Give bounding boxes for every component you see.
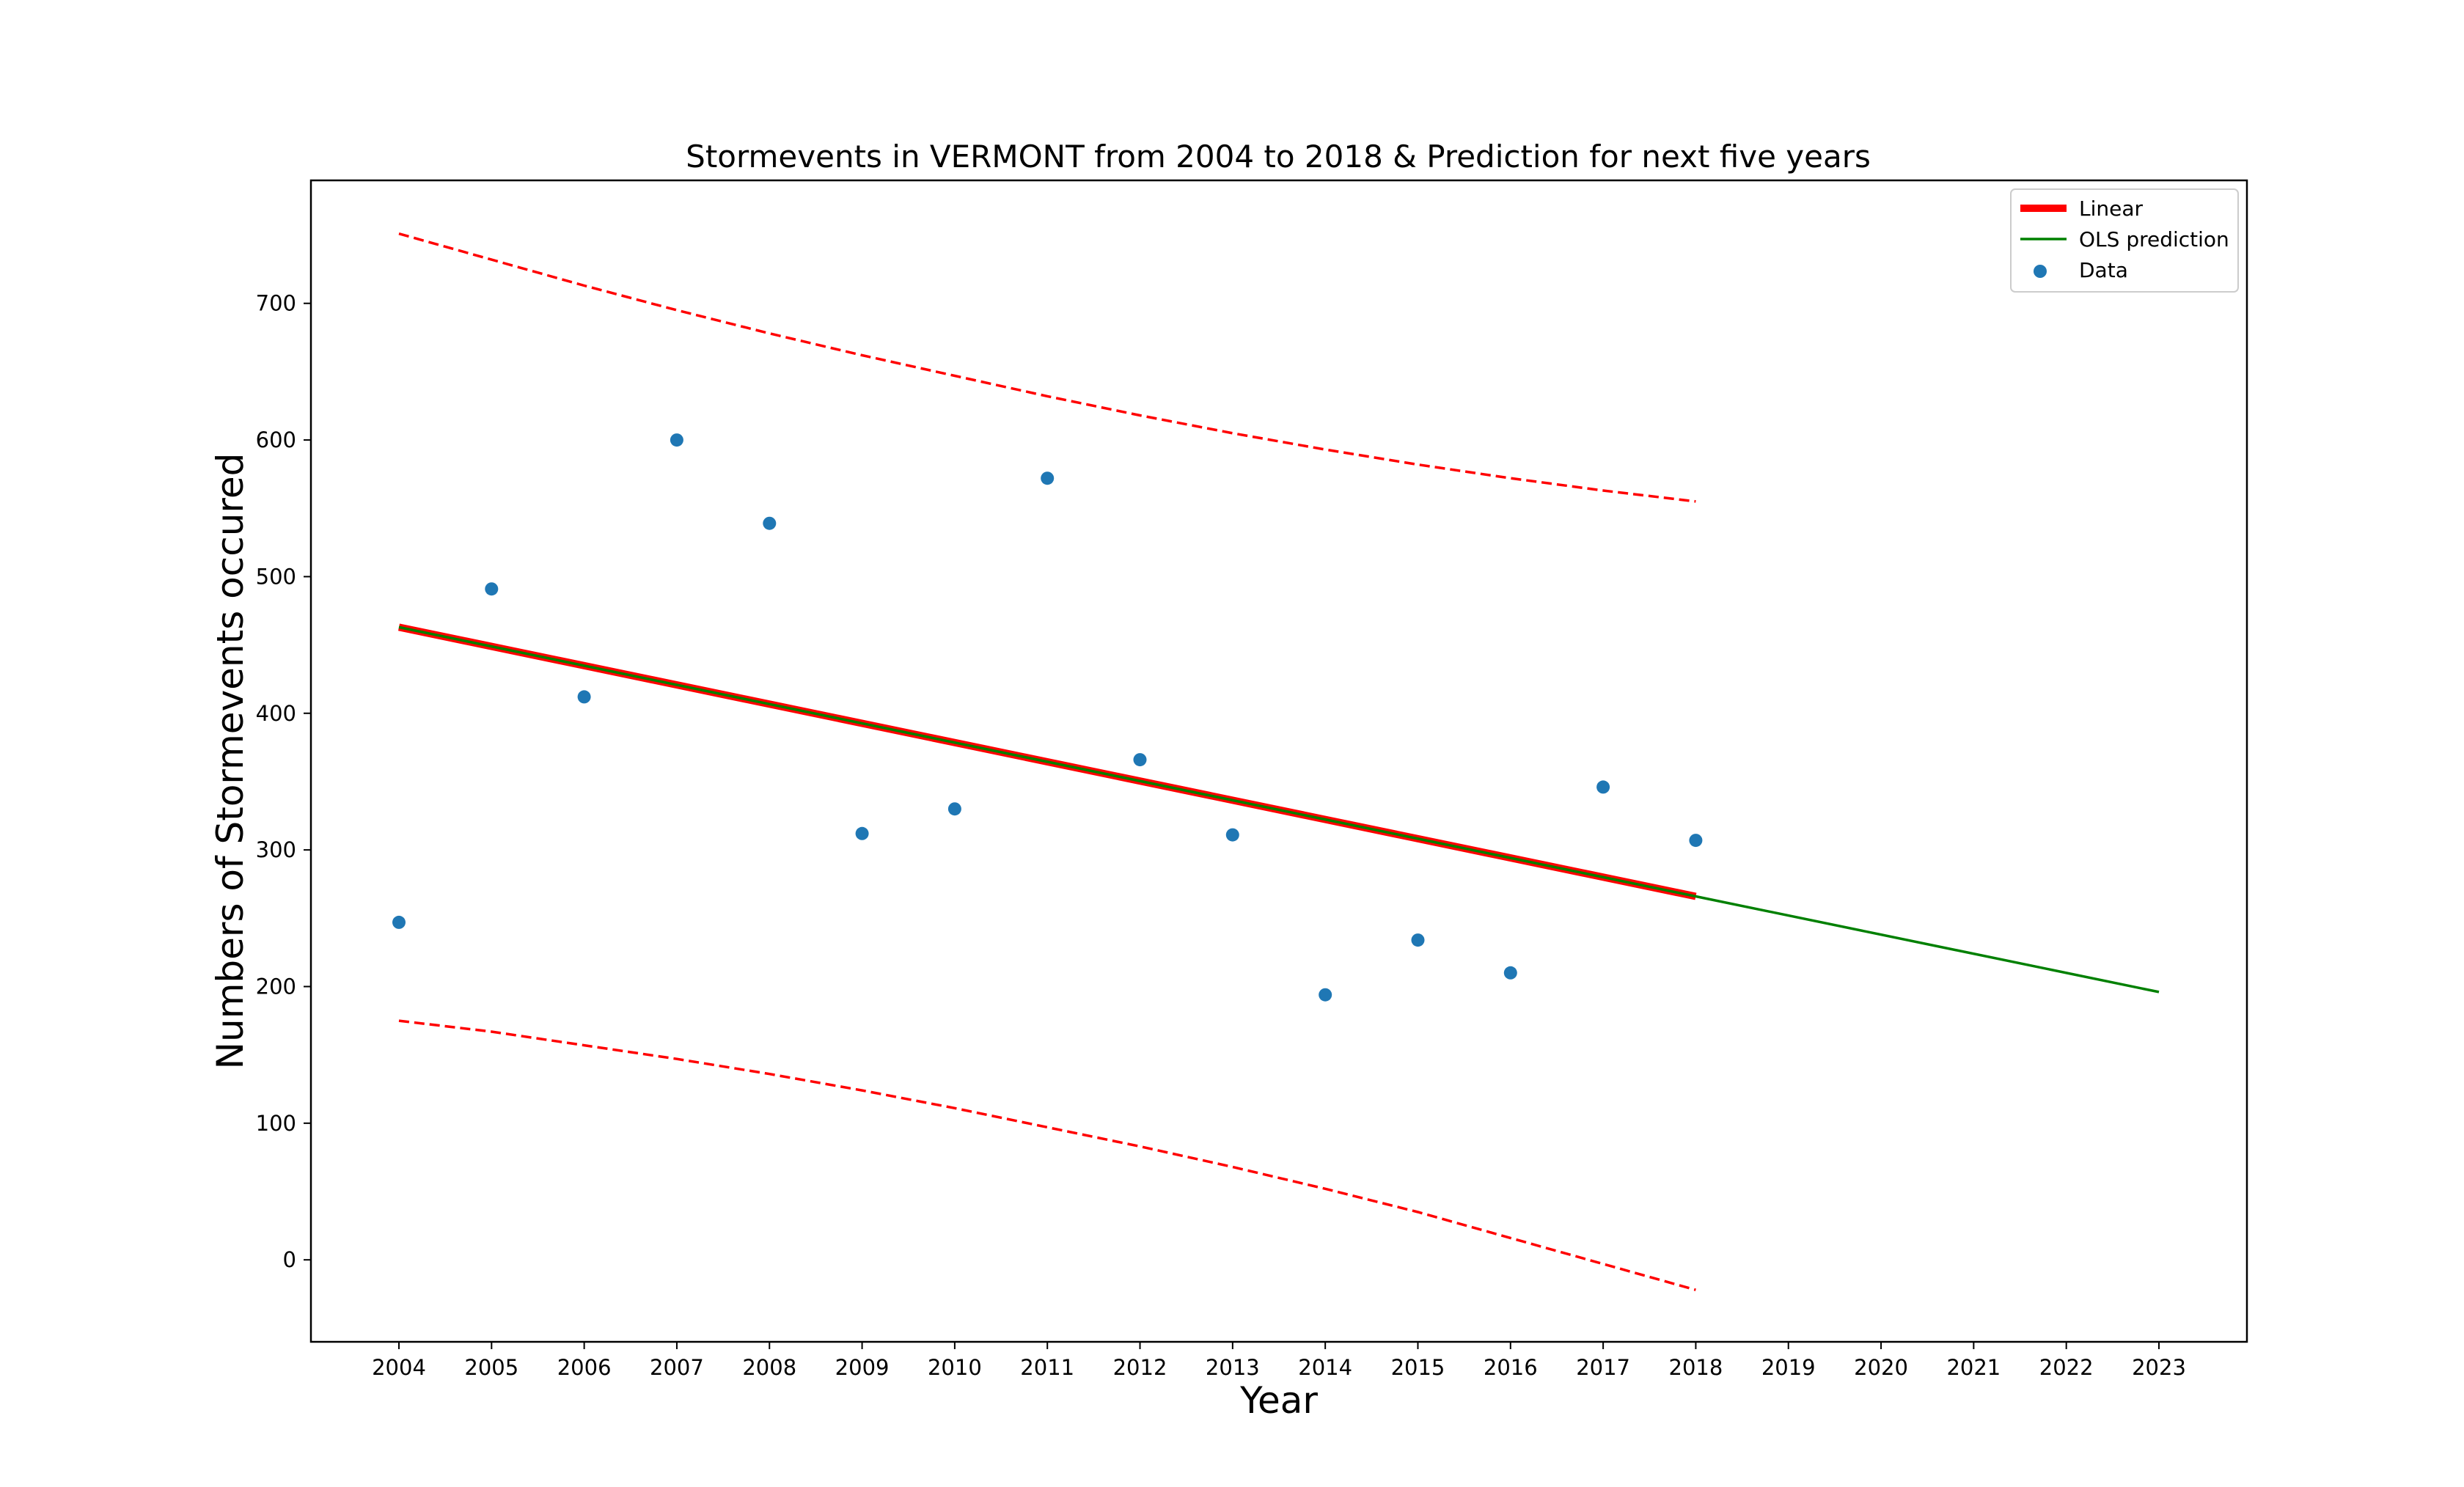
data-point-2017 [1596,780,1610,794]
data-point-2016 [1503,966,1517,980]
data-point-2004 [392,915,406,929]
x-tick-label: 2022 [2039,1355,2094,1380]
x-tick-label: 2010 [928,1355,982,1380]
y-axis-label: Numbers of Stormevents occured [209,453,252,1070]
data-point-2006 [577,690,591,704]
y-tick-label: 600 [256,427,296,452]
x-tick-label: 2019 [1761,1355,1816,1380]
lower-confidence-line [398,1019,1696,1291]
x-tick-label: 2023 [2132,1355,2186,1380]
x-tick-label: 2014 [1298,1355,1352,1380]
axes-frame [309,179,2248,1343]
x-tick-label: 2011 [1020,1355,1074,1380]
data-point-2007 [670,433,683,447]
y-axis: 0 100 200 300 400 500 600 700 [256,291,311,1272]
y-tick-label: 300 [256,837,296,862]
x-tick-label: 2015 [1391,1355,1445,1380]
x-tick-label: 2008 [742,1355,796,1380]
upper-confidence-line [398,232,1696,503]
x-tick-label: 2012 [1113,1355,1167,1380]
y-tick-label: 0 [283,1247,296,1272]
legend: Linear OLS prediction Data [2010,188,2239,293]
y-tick-label: 700 [256,291,296,316]
x-tick-label: 2006 [557,1355,612,1380]
data-point-2018 [1689,834,1703,848]
x-tick-label: 2009 [835,1355,890,1380]
x-tick-label: 2017 [1576,1355,1630,1380]
x-tick-label: 2004 [372,1355,426,1380]
legend-data-label: Data [2079,258,2128,282]
legend-data-swatch [2034,265,2047,278]
data-point-2008 [763,516,777,530]
x-tick-label: 2013 [1206,1355,1260,1380]
ols-prediction-line [398,625,2160,994]
x-axis: 2004 2005 2006 2007 2008 2009 2010 2011 2012 2013… [372,1342,2186,1380]
y-tick-label: 100 [256,1111,296,1136]
x-tick-label: 2007 [650,1355,704,1380]
x-tick-label: 2020 [1854,1355,1908,1380]
x-tick-label: 2018 [1669,1355,1723,1380]
legend-linear-label: Linear [2079,197,2144,221]
x-tick-label: 2005 [464,1355,518,1380]
x-tick-label: 2016 [1484,1355,1538,1380]
chart-title: Stormevents in VERMONT from 2004 to 2018… [686,139,1871,175]
legend-frame [2010,188,2239,293]
data-point-2013 [1225,828,1239,842]
plot-area [392,232,2160,1291]
data-point-2012 [1133,753,1147,767]
x-tick-label: 2021 [1946,1355,2001,1380]
data-point-2015 [1411,933,1425,947]
data-point-2009 [855,826,869,840]
y-tick-label: 200 [256,974,296,999]
legend-ols-label: OLS prediction [2079,227,2229,251]
x-axis-label: Year [1239,1379,1318,1422]
data-point-2010 [947,802,961,816]
y-tick-label: 400 [256,701,296,726]
data-point-2014 [1319,988,1332,1002]
data-point-2005 [485,582,499,596]
y-tick-label: 500 [256,564,296,589]
data-point-2011 [1041,471,1055,485]
